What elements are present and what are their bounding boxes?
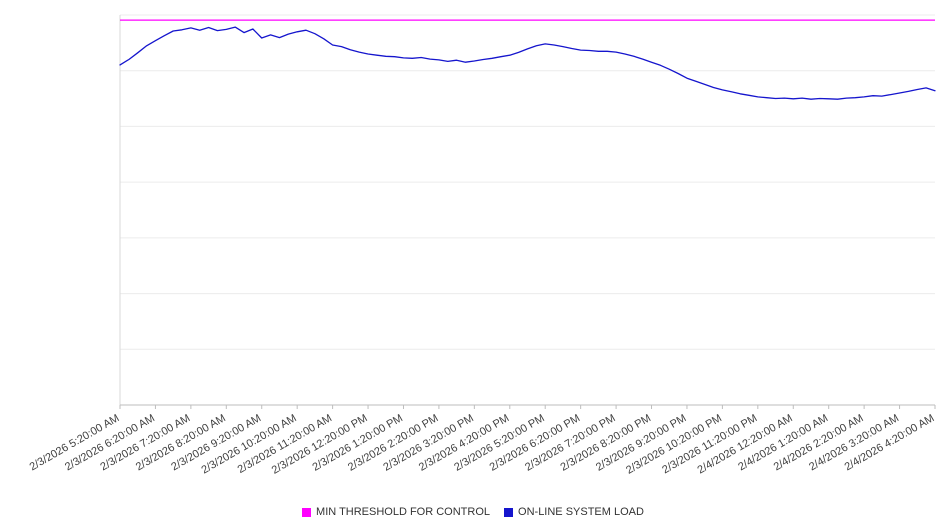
chart-legend: MIN THRESHOLD FOR CONTROL ON-LINE SYSTEM… xyxy=(0,506,946,518)
legend-swatch-min-threshold xyxy=(302,507,312,517)
legend-item-min-threshold[interactable]: MIN THRESHOLD FOR CONTROL xyxy=(302,506,490,518)
legend-label-min-threshold: MIN THRESHOLD FOR CONTROL xyxy=(316,506,491,518)
load-chart-svg: 2/3/2026 5:20:00 AM2/3/2026 6:20:00 AM2/… xyxy=(28,14,937,477)
series-line-online-system-load xyxy=(119,26,936,100)
legend-swatch-online-system-load xyxy=(504,507,514,517)
legend-label-online-system-load: ON-LINE SYSTEM LOAD xyxy=(518,506,644,518)
legend-item-online-system-load[interactable]: ON-LINE SYSTEM LOAD xyxy=(504,506,644,518)
